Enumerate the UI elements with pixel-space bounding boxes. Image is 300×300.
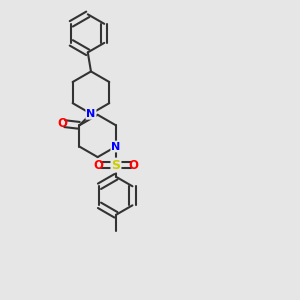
Text: N: N xyxy=(111,142,121,152)
Text: O: O xyxy=(57,117,67,130)
Text: O: O xyxy=(94,159,103,172)
Text: O: O xyxy=(128,159,138,172)
Text: N: N xyxy=(86,109,96,119)
Text: S: S xyxy=(112,159,121,172)
